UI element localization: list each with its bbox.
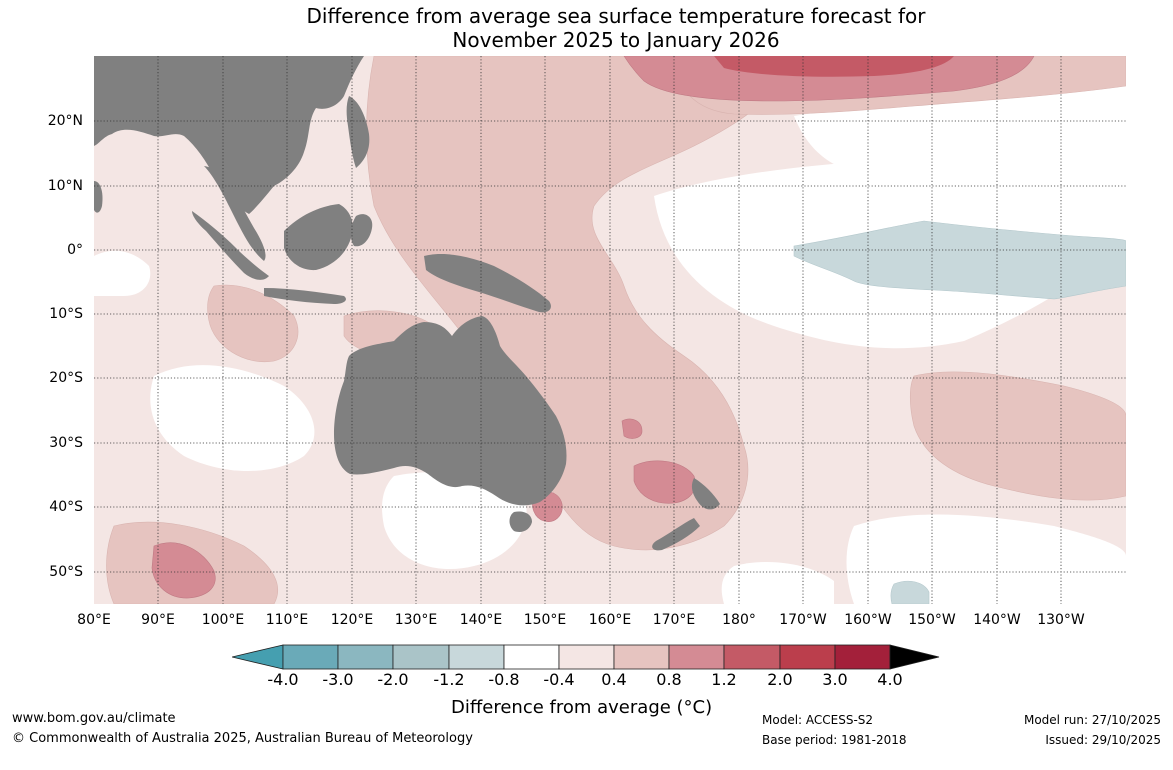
land-new-guinea <box>424 254 551 313</box>
lon-label-150w: 150°W <box>908 612 956 628</box>
lat-label-30s: 30°S <box>49 435 83 451</box>
land-indochina <box>204 166 266 261</box>
lon-label-110e: 110°E <box>265 612 309 628</box>
lon-label-140w: 140°W <box>973 612 1021 628</box>
colorbar-max-arrow <box>889 644 940 670</box>
model-run-date: Model run: 27/10/2025 <box>1023 713 1161 727</box>
colorbar-tick-0-8: 0.8 <box>656 670 682 689</box>
colorbar-bin-3 <box>392 644 450 670</box>
lon-label-120e: 120°E <box>330 612 374 628</box>
base-period: Base period: 1981-2018 <box>762 733 907 747</box>
neutral-region-south-indian <box>150 365 315 471</box>
warm-strong-region-south-indian <box>151 542 216 599</box>
warm-mid-region-indian-east <box>207 284 299 363</box>
lon-label-160e: 160°E <box>588 612 632 628</box>
land-java <box>264 288 346 304</box>
colorbar-tick-3-0: 3.0 <box>822 670 848 689</box>
lat-label-50s: 50°S <box>49 564 83 580</box>
neutral-region-indian-west <box>94 250 151 296</box>
colorbar-bin-7 <box>613 644 670 670</box>
land-asia <box>94 56 364 214</box>
lat-label-10s: 10°S <box>49 306 83 322</box>
colorbar-tick-1-2: 1.2 <box>711 670 737 689</box>
neutral-region-south-east-pacific <box>846 514 1126 604</box>
land-tasmania <box>509 511 532 532</box>
warm-stronger-region-north-pacific <box>714 56 954 77</box>
chart-title: Difference from average sea surface temp… <box>0 4 1173 52</box>
colorbar-min-arrow <box>232 644 284 670</box>
cool-regions <box>793 220 1126 604</box>
colorbar <box>232 644 940 670</box>
copyright-notice: © Commonwealth of Australia 2025, Austra… <box>12 731 473 746</box>
colorbar-bin-5 <box>503 644 560 670</box>
lat-label-40s: 40°S <box>49 499 83 515</box>
land-masses <box>94 56 720 551</box>
lon-label-180: 180° <box>722 612 756 628</box>
lat-label-0: 0° <box>67 242 83 258</box>
land-sulawesi <box>350 214 373 247</box>
warm-strong-region-tasman <box>633 460 696 504</box>
title-line-1: Difference from average sea surface temp… <box>306 4 926 28</box>
colorbar-tick-0-4: 0.4 <box>601 670 627 689</box>
website-link[interactable]: www.bom.gov.au/climate <box>12 711 176 726</box>
lon-label-90e: 90°E <box>141 612 175 628</box>
lon-label-130w: 130°W <box>1037 612 1085 628</box>
lon-label-80e: 80°E <box>77 612 111 628</box>
colorbar-tick-4-0: 4.0 <box>877 670 903 689</box>
colorbar-tick-minus-1-2: -1.2 <box>433 670 465 689</box>
issued-date: Issued: 29/10/2025 <box>1045 733 1161 747</box>
land-new-zealand-south <box>652 518 700 551</box>
title-line-2: November 2025 to January 2026 <box>452 28 780 52</box>
lon-label-170e: 170°E <box>652 612 696 628</box>
neutral-region-south-ocean <box>382 472 527 570</box>
graticule <box>94 56 1126 604</box>
land-sumatra <box>192 211 269 280</box>
lon-label-150e: 150°E <box>523 612 567 628</box>
land-australia <box>334 316 567 506</box>
lon-label-170w: 170°W <box>779 612 827 628</box>
colorbar-bin-1 <box>282 644 339 670</box>
colorbar-tick-minus-4-0: -4.0 <box>267 670 299 689</box>
colorbar-tick-minus-0-4: -0.4 <box>543 670 575 689</box>
colorbar-bin-4 <box>448 644 505 670</box>
sst-anomaly-map <box>94 56 1126 604</box>
warm-stronger-regions <box>714 56 954 77</box>
colorbar-bin-9 <box>723 644 781 670</box>
lon-label-140e: 140°E <box>459 612 503 628</box>
colorbar-bin-11 <box>834 644 891 670</box>
colorbar-bin-2 <box>337 644 394 670</box>
colorbar-tick-2-0: 2.0 <box>767 670 793 689</box>
land-borneo <box>284 204 353 271</box>
warm-mid-region-west-pacific <box>366 56 795 551</box>
colorbar-tick-minus-2-0: -2.0 <box>377 670 409 689</box>
colorbar-bin-10 <box>779 644 836 670</box>
colorbar-bin-8 <box>668 644 725 670</box>
cool-region-south-east <box>890 580 930 604</box>
colorbar-label: Difference from average (°C) <box>451 697 713 718</box>
lon-label-160w: 160°W <box>844 612 892 628</box>
land-sri-lanka <box>94 181 103 213</box>
lat-label-20s: 20°S <box>49 370 83 386</box>
model-name: Model: ACCESS-S2 <box>762 713 874 727</box>
lat-label-10n: 10°N <box>47 178 83 194</box>
warm-strong-region-east-png <box>621 418 643 439</box>
lon-label-130e: 130°E <box>394 612 438 628</box>
colorbar-bin-6 <box>558 644 615 670</box>
land-new-zealand-north <box>691 478 720 510</box>
neutral-region-south-tasman <box>721 561 834 604</box>
colorbar-tick-minus-0-8: -0.8 <box>488 670 520 689</box>
lat-label-20n: 20°N <box>47 113 83 129</box>
colorbar-tick-minus-3-0: -3.0 <box>322 670 354 689</box>
lon-label-100e: 100°E <box>201 612 245 628</box>
warm-mid-region-south-pacific <box>909 371 1126 501</box>
cool-region-equatorial-pacific <box>793 220 1126 300</box>
